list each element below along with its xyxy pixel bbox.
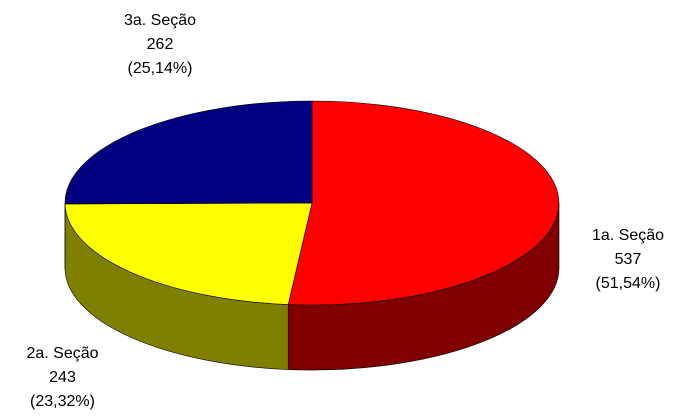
- slice-label-3-value: 262: [146, 36, 174, 53]
- pie-tops: [64, 100, 560, 306]
- slice-label-3: 3a. Seção 262 (25,14%): [95, 9, 225, 81]
- slice-label-2-name: 2a. Seção: [26, 345, 99, 362]
- slice-label-2-percent: (23,32%): [30, 393, 95, 410]
- slice-label-1: 1a. Seção 537 (51,54%): [563, 224, 680, 296]
- slice-label-1-name: 1a. Seção: [591, 227, 665, 244]
- slice-label-1-value: 537: [614, 251, 642, 268]
- slice-label-3-name: 3a. Seção: [123, 12, 197, 29]
- slice-label-3-percent: (25,14%): [127, 60, 193, 77]
- slice-label-1-percent: (51,54%): [595, 275, 661, 292]
- pie-slice-1: [287, 100, 560, 306]
- slice-label-2: 2a. Seção 243 (23,32%): [0, 342, 125, 414]
- slice-label-2-value: 243: [49, 369, 76, 386]
- pie-slice-2: [64, 202, 313, 305]
- pie-slice-3: [64, 100, 313, 205]
